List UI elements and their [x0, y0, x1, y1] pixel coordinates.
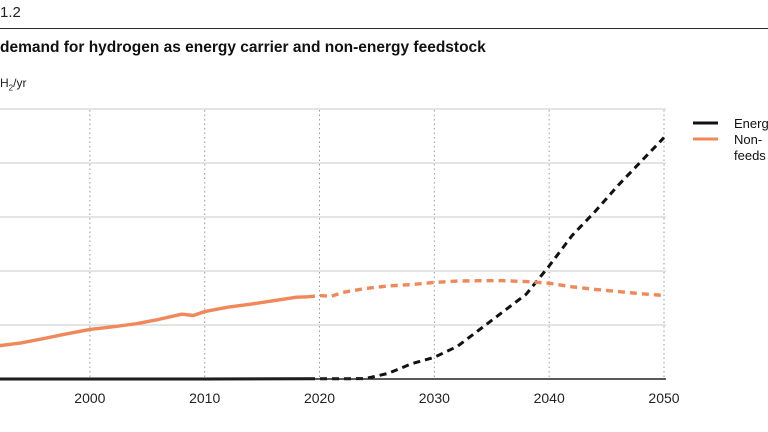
series-lines — [0, 136, 666, 381]
x-tick-label: 2050 — [648, 390, 679, 406]
series-line-energy-projection — [308, 136, 666, 381]
top-rule — [0, 28, 768, 29]
legend-label-energy: Energ — [734, 116, 768, 131]
y-axis-unit: H2/yr — [0, 76, 26, 92]
x-tick-label: 2040 — [534, 390, 565, 406]
unit-prefix: H — [0, 76, 9, 90]
series-line-non_energy-projection — [307, 279, 665, 299]
figure-label: 1.2 — [0, 4, 21, 21]
x-tick-label: 2030 — [419, 390, 450, 406]
chart-title: demand for hydrogen as energy carrier an… — [0, 39, 486, 56]
series-line-non_energy-historical — [0, 295, 309, 348]
legend-label-non_energy: Non- — [734, 132, 762, 147]
legend-label-non_energy: feeds — [734, 148, 766, 163]
unit-subscript: 2 — [8, 83, 14, 93]
x-tick-label: 2000 — [74, 390, 105, 406]
x-axis: 2000 2010 2020 2030 2040 2050 — [0, 378, 680, 406]
x-tick-label: 2020 — [304, 390, 335, 406]
grid — [0, 108, 666, 379]
unit-suffix: /yr — [13, 76, 27, 90]
x-tick-label: 2010 — [189, 390, 220, 406]
